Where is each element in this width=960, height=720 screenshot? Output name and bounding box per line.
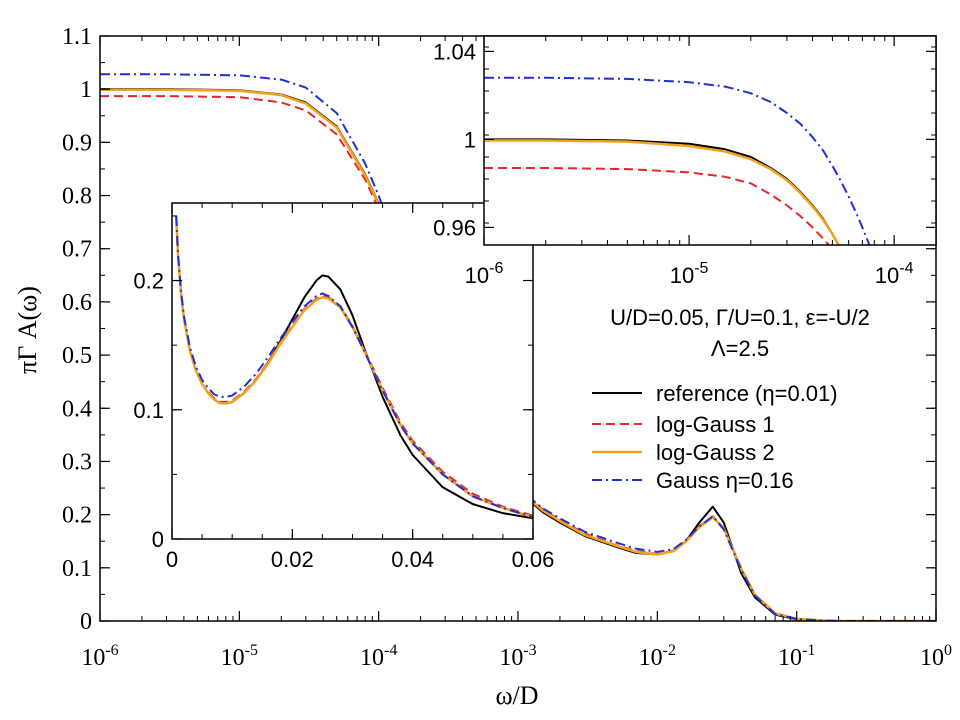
main-panel-series-4-line	[100, 73, 936, 621]
inset-zoom-y-tick-label: 1.04	[433, 39, 476, 64]
main-panel-y-tick-label: 0.3	[62, 449, 92, 475]
main-panel-y-tick-label: 0	[80, 609, 92, 635]
inset-zoom-x-tick-label: 10-4	[875, 260, 914, 288]
main-panel-x-tick-label: 10-2	[639, 642, 676, 671]
inset-linear-panel: 0 0.02 0.04 0.06 0 0.1 0.2	[133, 202, 555, 572]
inset-linear-background	[172, 203, 533, 539]
main-panel-x-tick-label: 100	[920, 642, 952, 671]
main-panel-y-tick-label: 0.1	[62, 556, 92, 582]
main-panel-y-tick-label: 0.8	[62, 184, 92, 210]
inset-linear-series-3-line	[174, 215, 533, 519]
inset-linear-y-tick-label: 0.1	[133, 398, 164, 423]
main-panel-x-tick-label: 10-3	[499, 642, 536, 671]
inset-zoom-series-4-line	[484, 76, 871, 245]
inset-zoom-y-tick-label: 1	[464, 127, 476, 152]
main-panel-y-tick-label: 0.6	[62, 290, 92, 316]
inset-linear-x-tick-label: 0.02	[271, 547, 314, 572]
main-y-axis-label: πΓ A(ω)	[13, 286, 42, 374]
inset-zoom-y-tick-label: 0.96	[433, 215, 476, 240]
main-panel-x-tick-label: 10-1	[778, 642, 815, 671]
main-x-axis-label: ω/D	[495, 681, 538, 710]
main-panel-y-tick-label: 1.1	[62, 24, 92, 50]
main-panel-y-tick-label: 0.7	[62, 237, 92, 263]
inset-linear-x-tick-label: 0.04	[391, 547, 434, 572]
legend-label-gauss: Gauss η=0.16	[656, 468, 794, 493]
main-panel-y-tick-label: 0.4	[62, 396, 92, 422]
lambda-annotation: Λ=2.5	[711, 336, 769, 361]
main-panel-series-3-line	[100, 88, 936, 621]
main-panel-y-tick-label: 0.2	[62, 503, 92, 529]
main-panel-x-tick-label: 10-4	[360, 642, 397, 671]
inset-linear-x-tick-label: 0.06	[512, 547, 555, 572]
parameters-annotation: U/D=0.05, Γ/U=0.1, ε=-U/2	[610, 305, 870, 330]
inset-linear-y-tick-label: 0.2	[133, 269, 164, 294]
inset-zoom-frame	[483, 35, 937, 246]
inset-linear-y-tick-label: 0	[152, 527, 164, 552]
legend-label-log-gauss-1: log-Gauss 1	[656, 412, 775, 437]
legend: reference (η=0.01) log-Gauss 1 log-Gauss…	[592, 381, 838, 493]
main-panel-y-tick-label: 0.5	[62, 343, 92, 369]
legend-label-reference: reference (η=0.01)	[656, 381, 838, 406]
legend-label-log-gauss-2: log-Gauss 2	[656, 440, 775, 465]
main-panel-x-tick-label: 10-5	[221, 642, 258, 671]
inset-linear-x-tick-label: 0	[166, 547, 178, 572]
main-panel-x-tick-label: 10-6	[81, 642, 118, 671]
main-panel-y-tick-label: 1	[80, 77, 92, 103]
main-panel-y-tick-label: 0.9	[62, 130, 92, 156]
inset-zoom-series-2-line	[484, 167, 830, 245]
